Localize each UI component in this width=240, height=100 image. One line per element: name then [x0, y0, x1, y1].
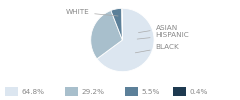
- Wedge shape: [91, 10, 122, 59]
- Text: WHITE: WHITE: [65, 9, 118, 16]
- Text: HISPANIC: HISPANIC: [137, 32, 189, 39]
- Text: ASIAN: ASIAN: [138, 25, 178, 33]
- Wedge shape: [111, 8, 122, 40]
- Text: BLACK: BLACK: [135, 44, 180, 53]
- Text: 5.5%: 5.5%: [142, 88, 160, 94]
- Text: 64.8%: 64.8%: [22, 88, 45, 94]
- Text: 0.4%: 0.4%: [190, 88, 208, 94]
- Wedge shape: [97, 8, 154, 72]
- Text: 29.2%: 29.2%: [82, 88, 105, 94]
